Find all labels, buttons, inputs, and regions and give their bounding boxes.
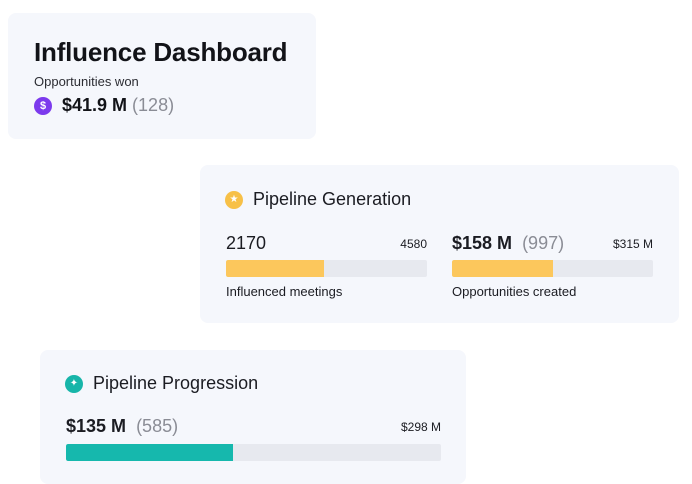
opportunities-created-bar-fill	[452, 260, 553, 277]
dollar-icon: $	[34, 96, 52, 115]
opportunities-created-max: $315 M	[612, 237, 653, 251]
opportunities-created-label: Opportunities created	[452, 284, 577, 299]
pipeline-progression-value-group: $135 M (585)	[66, 416, 178, 437]
pipeline-progression-metric: $135 M (585) $298 M	[66, 416, 441, 466]
influenced-meetings-metric: 2170 4580 Influenced meetings	[226, 233, 427, 303]
opportunities-created-bar	[452, 260, 653, 277]
pipeline-progression-value: $135 M	[66, 416, 127, 436]
influence-dashboard-card: Influence Dashboard Opportunities won $ …	[8, 13, 316, 139]
opportunities-won-row: $ $41.9 M (128)	[34, 95, 174, 116]
pipeline-progression-count: (585)	[136, 416, 179, 436]
page-title: Influence Dashboard	[34, 37, 288, 67]
influenced-meetings-max: 4580	[400, 237, 427, 251]
influenced-meetings-label: Influenced meetings	[226, 284, 343, 299]
influenced-meetings-bar-fill	[226, 260, 325, 277]
pipeline-generation-card: ★ Pipeline Generation 2170 4580 Influenc…	[200, 165, 679, 323]
pipeline-progression-bar	[66, 444, 441, 461]
opportunities-won-value: $41.9 M	[62, 95, 128, 115]
pipeline-progression-max: $298 M	[400, 420, 441, 434]
opportunities-created-value: $158 M	[452, 233, 513, 253]
pipeline-progression-title: Pipeline Progression	[93, 373, 259, 393]
pipeline-progression-card: ✦ Pipeline Progression $135 M (585) $298…	[40, 350, 466, 484]
pipeline-generation-header: ★ Pipeline Generation	[225, 189, 411, 210]
opportunities-won-count: (128)	[132, 95, 175, 115]
influenced-meetings-bar	[226, 260, 427, 277]
opportunities-won-label: Opportunities won	[34, 74, 139, 89]
sparkle-icon: ✦	[65, 374, 83, 393]
opportunities-created-value-group: $158 M (997)	[452, 233, 564, 254]
opportunities-created-count: (997)	[522, 233, 565, 253]
opportunities-created-metric: $158 M (997) $315 M Opportunities create…	[452, 233, 653, 303]
pipeline-progression-bar-fill	[66, 444, 233, 461]
pipeline-generation-title: Pipeline Generation	[253, 189, 412, 209]
star-icon: ★	[225, 190, 243, 209]
pipeline-progression-header: ✦ Pipeline Progression	[65, 373, 258, 394]
influenced-meetings-value: 2170	[226, 233, 267, 253]
